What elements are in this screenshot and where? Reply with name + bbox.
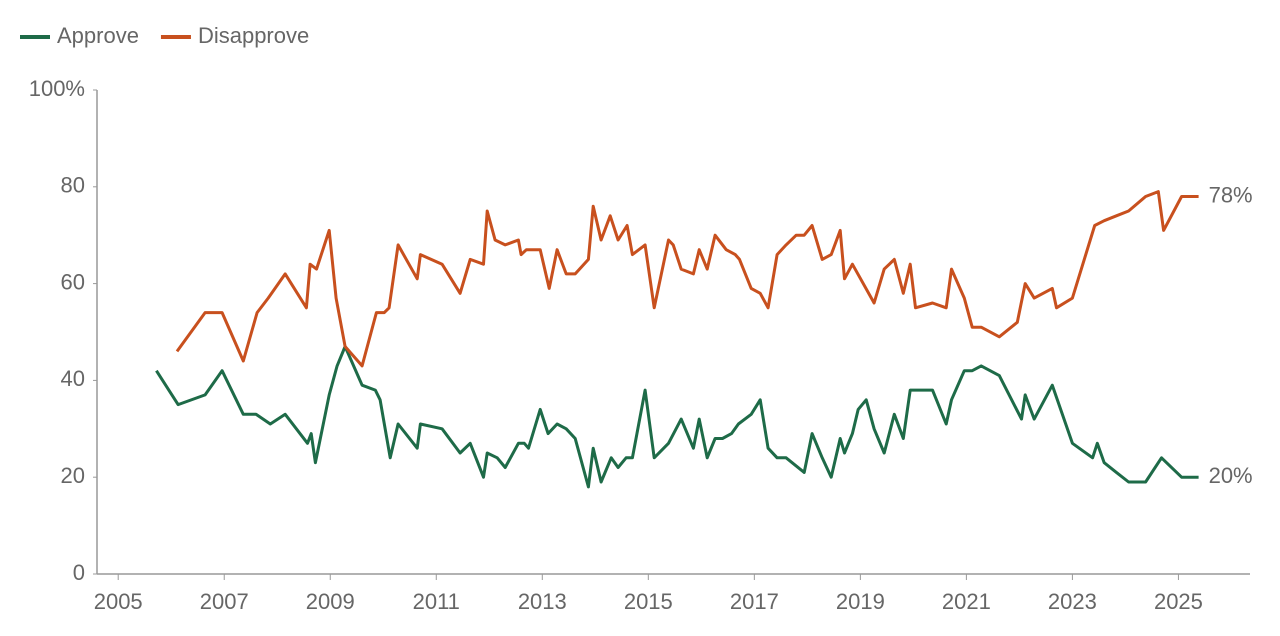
series-line xyxy=(155,345,1199,489)
y-tick-label: 20 xyxy=(61,463,85,488)
x-tick-label: 2009 xyxy=(306,589,355,614)
x-tick-label: 2007 xyxy=(200,589,249,614)
y-tick-label: 40 xyxy=(61,366,85,391)
end-label: 20% xyxy=(1209,463,1253,488)
x-tick-label: 2017 xyxy=(730,589,779,614)
x-tick-label: 2015 xyxy=(624,589,673,614)
y-tick-label: 100% xyxy=(29,76,85,101)
legend-label: Approve xyxy=(57,23,139,48)
end-label: 78% xyxy=(1209,182,1253,207)
x-tick-label: 2011 xyxy=(413,589,460,614)
x-tick-label: 2013 xyxy=(518,589,567,614)
y-tick-label: 80 xyxy=(61,173,85,198)
series-line xyxy=(175,190,1199,368)
y-tick-label: 60 xyxy=(61,269,85,294)
legend-label: Disapprove xyxy=(198,23,309,48)
y-tick-label: 0 xyxy=(73,560,85,585)
x-tick-label: 2021 xyxy=(942,589,991,614)
x-tick-label: 2025 xyxy=(1154,589,1203,614)
x-tick-label: 2019 xyxy=(836,589,885,614)
x-tick-label: 2023 xyxy=(1048,589,1097,614)
x-tick-label: 2005 xyxy=(94,589,143,614)
